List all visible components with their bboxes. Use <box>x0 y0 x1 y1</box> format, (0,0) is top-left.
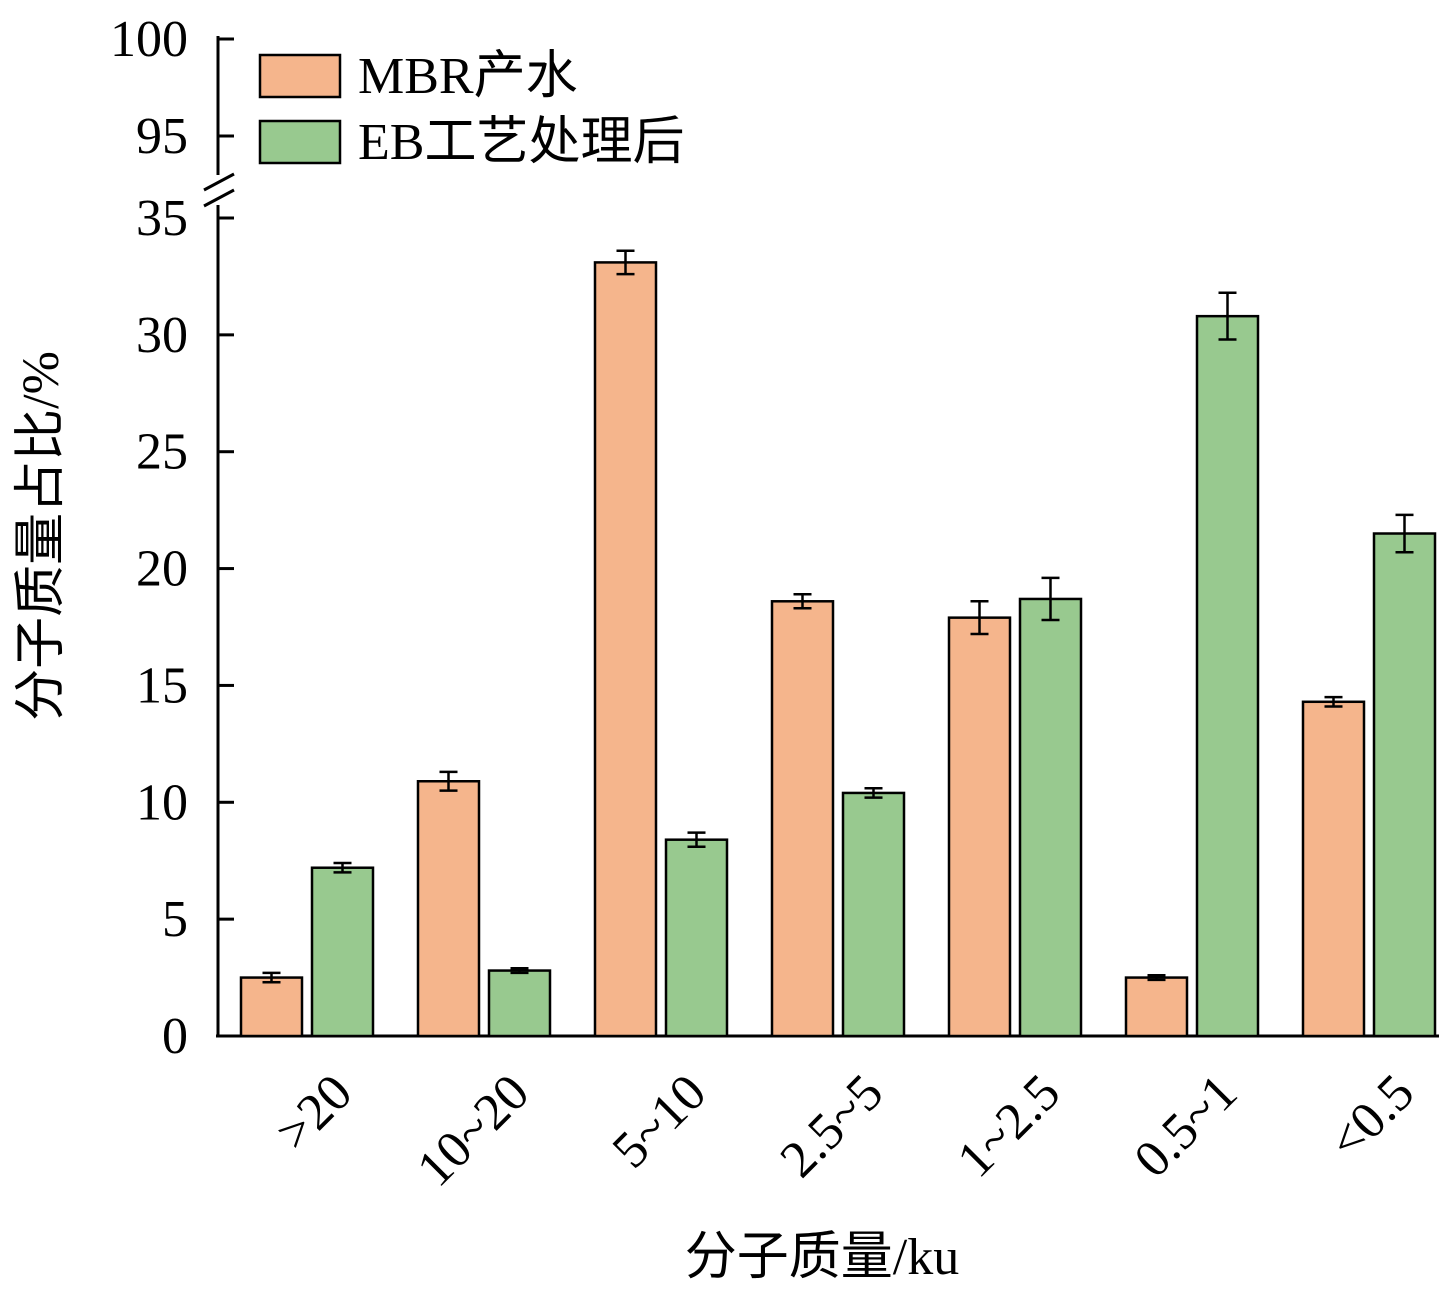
y-tick-label: 10 <box>136 774 188 831</box>
y-tick-label: 15 <box>136 657 188 714</box>
bar <box>1301 700 1366 1038</box>
legend-swatch-mbr <box>258 53 342 99</box>
legend-swatch-eb <box>258 119 342 165</box>
bar <box>947 616 1012 1038</box>
x-tick-label: 0.5~1 <box>1124 1064 1249 1189</box>
y-tick-label-upper: 100 <box>110 11 188 68</box>
y-tick-label: 35 <box>136 190 188 247</box>
bar <box>770 600 835 1038</box>
x-tick-label: 5~10 <box>602 1064 717 1179</box>
bar <box>416 780 481 1038</box>
legend-label-mbr: MBR产水 <box>358 48 578 105</box>
bar <box>1372 532 1437 1038</box>
bar <box>487 969 552 1038</box>
legend-label-eb: EB工艺处理后 <box>358 114 684 171</box>
y-tick-label: 5 <box>162 891 188 948</box>
bar <box>593 261 658 1038</box>
bar <box>310 866 375 1038</box>
x-tick-label: 10~20 <box>406 1064 540 1198</box>
y-axis-title: 分子质量占比/% <box>13 351 70 721</box>
y-tick-label-upper: 95 <box>136 108 188 165</box>
x-tick-label: <0.5 <box>1318 1064 1425 1171</box>
axis-break-mark-lower <box>203 188 235 208</box>
x-tick-label: >20 <box>265 1064 363 1162</box>
x-tick-label: 2.5~5 <box>770 1064 895 1189</box>
bar <box>1195 314 1260 1038</box>
bar <box>239 976 304 1038</box>
bars <box>239 249 1437 1038</box>
x-tick-labels: >20 10~20 5~10 2.5~5 1~2.5 0.5~1 <0.5 <box>265 1064 1425 1198</box>
bar <box>841 791 906 1038</box>
legend: MBR产水 EB工艺处理后 <box>258 48 684 171</box>
x-tick-label: 1~2.5 <box>947 1064 1072 1189</box>
axis-break-mark-upper <box>203 172 235 192</box>
y-ticks: 0 5 10 15 20 25 30 35 95 100 <box>110 11 234 1065</box>
y-tick-label: 30 <box>136 307 188 364</box>
bar <box>1018 597 1083 1038</box>
y-tick-label: 25 <box>136 424 188 481</box>
y-tick-label: 0 <box>162 1008 188 1065</box>
x-axis-title: 分子质量/ku <box>685 1229 959 1286</box>
bar <box>664 838 729 1038</box>
bar <box>1124 976 1189 1038</box>
y-tick-label: 20 <box>136 541 188 598</box>
